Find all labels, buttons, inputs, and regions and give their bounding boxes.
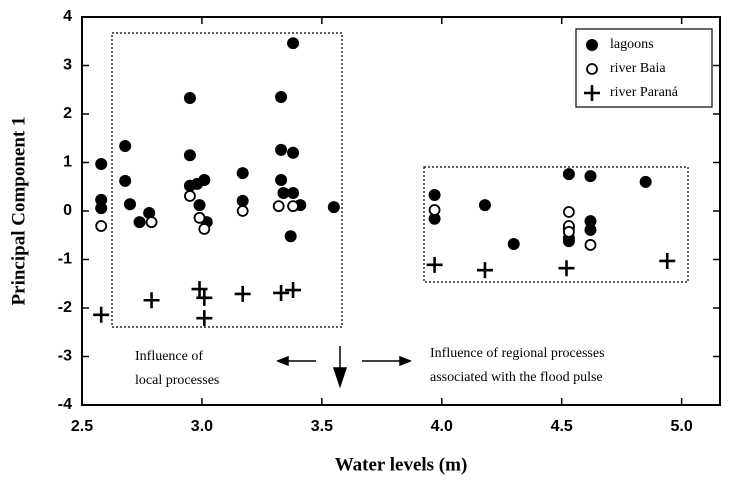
annotation: associated with the flood pulse — [430, 370, 603, 385]
point — [183, 149, 196, 162]
point — [476, 262, 493, 279]
x-tick-label: 3.0 — [191, 418, 213, 435]
point — [193, 211, 206, 224]
point — [507, 237, 520, 250]
annotation: local processes — [135, 373, 219, 388]
point — [277, 187, 290, 200]
x-axis-label: Water levels (m) — [335, 454, 468, 475]
point — [558, 260, 575, 277]
point — [143, 292, 160, 309]
point — [95, 220, 108, 232]
y-tick-label: -2 — [58, 299, 72, 316]
arrow-down-head — [332, 367, 348, 389]
point — [284, 230, 297, 243]
point — [287, 200, 299, 213]
local-region-box — [111, 32, 343, 328]
point — [95, 202, 108, 215]
point — [93, 306, 110, 323]
point — [584, 239, 597, 251]
x-tick-label: 3.5 — [311, 418, 333, 435]
point — [145, 216, 158, 229]
point — [196, 289, 213, 306]
point — [584, 215, 597, 228]
legend-label: river Baia — [610, 61, 666, 76]
y-tick-label: 1 — [63, 154, 72, 171]
y-tick-label: 2 — [63, 105, 72, 122]
point — [95, 193, 108, 206]
point — [562, 168, 575, 181]
point — [428, 188, 441, 201]
point — [287, 37, 300, 50]
y-axis-label: Principal Component 1 — [8, 117, 29, 306]
point — [236, 167, 249, 180]
regional-region-box — [423, 166, 689, 283]
annotation: Influence of regional processes — [430, 346, 605, 361]
point — [428, 204, 441, 216]
y-tick-label: -4 — [58, 396, 72, 413]
arrow-left-head — [275, 355, 289, 367]
y-tick-label: 4 — [63, 8, 72, 25]
x-tick-label: 4.0 — [431, 418, 453, 435]
point — [191, 281, 208, 298]
point — [272, 200, 285, 213]
point — [285, 282, 302, 299]
arrow-right-head — [399, 355, 413, 367]
point — [198, 223, 211, 235]
point — [275, 143, 288, 156]
point — [95, 157, 108, 170]
point — [639, 175, 652, 188]
point — [236, 194, 249, 207]
y-tick-label: 0 — [63, 202, 72, 219]
x-tick-label: 4.5 — [551, 418, 573, 435]
point — [193, 199, 206, 212]
point — [236, 205, 249, 217]
point — [562, 235, 575, 248]
point — [428, 212, 441, 225]
point — [234, 285, 251, 302]
point — [196, 310, 213, 327]
point — [133, 216, 146, 229]
point — [119, 174, 132, 187]
point — [584, 223, 597, 236]
x-tick-label: 5.0 — [670, 418, 692, 435]
point — [119, 140, 132, 153]
point — [198, 173, 211, 186]
point — [584, 170, 597, 183]
legend-label: lagoons — [610, 37, 654, 52]
legend-label: river Paraná — [610, 85, 679, 100]
point — [478, 199, 491, 212]
point — [426, 256, 443, 273]
point — [287, 146, 300, 159]
point — [183, 91, 196, 104]
arrows — [275, 346, 413, 389]
legend-marker — [586, 63, 598, 75]
point — [273, 284, 290, 301]
point — [327, 201, 340, 214]
point — [659, 252, 676, 269]
point — [143, 206, 156, 219]
legend-marker — [586, 39, 598, 51]
point — [562, 206, 575, 218]
point — [275, 173, 288, 186]
y-tick-label: -1 — [58, 251, 72, 268]
point — [562, 225, 575, 238]
y-tick-label: 3 — [63, 57, 72, 74]
y-tick-label: -3 — [58, 348, 72, 365]
x-tick-label: 2.5 — [71, 418, 93, 435]
annotation: Influence of — [135, 349, 203, 364]
point — [287, 187, 300, 200]
point — [275, 91, 288, 104]
point — [184, 190, 196, 202]
legend-marker — [584, 85, 600, 101]
point — [123, 198, 136, 211]
